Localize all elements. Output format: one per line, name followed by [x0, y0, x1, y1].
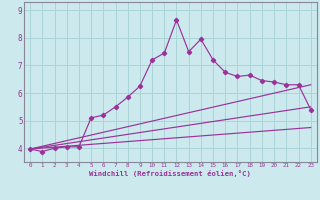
X-axis label: Windchill (Refroidissement éolien,°C): Windchill (Refroidissement éolien,°C) — [90, 170, 251, 177]
